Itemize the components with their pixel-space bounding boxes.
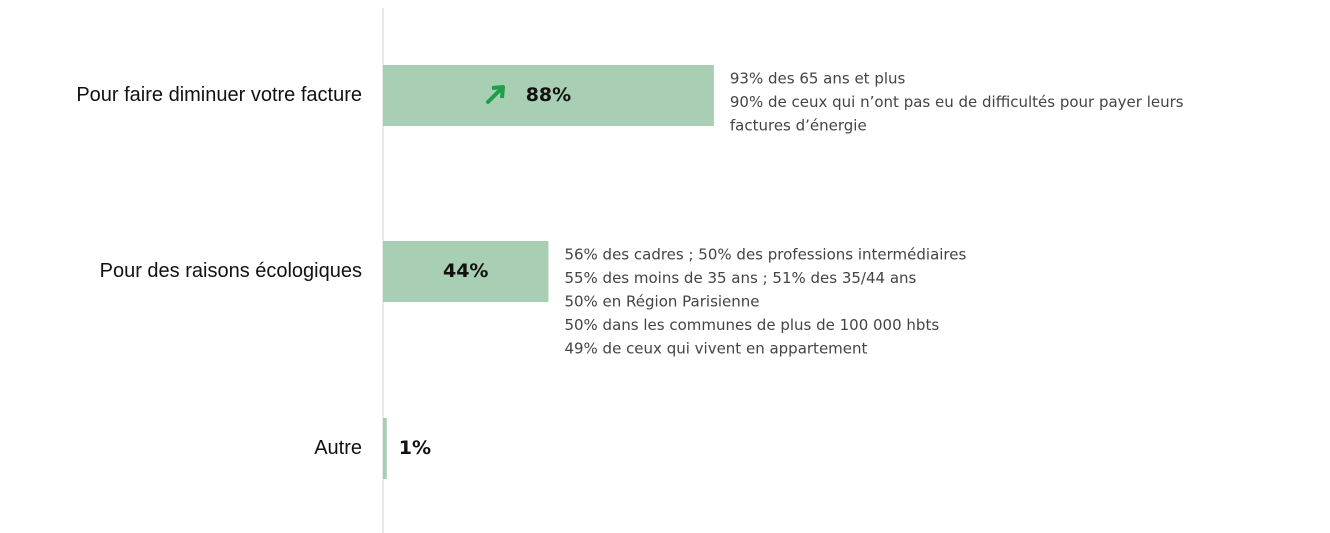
category-label: Pour faire diminuer votre facture xyxy=(76,84,362,106)
bar xyxy=(383,241,549,302)
value-label: 44% xyxy=(443,260,488,282)
bar xyxy=(383,418,387,479)
annotation: 49% de ceux qui vivent en appartement xyxy=(564,340,867,358)
trend-arrow-part xyxy=(486,86,504,104)
annotation: 93% des 65 ans et plus xyxy=(730,70,906,88)
annotation: 55% des moins de 35 ans ; 51% des 35/44 … xyxy=(564,269,916,287)
category-label: Autre xyxy=(314,437,362,459)
value-label: 88% xyxy=(526,84,571,106)
annotation: 50% en Région Parisienne xyxy=(564,293,759,311)
trend-arrow-part xyxy=(491,85,505,99)
value-label: 1% xyxy=(399,437,431,459)
annotation: factures d’énergie xyxy=(730,117,867,135)
annotation: 90% de ceux qui n’ont pas eu de difficul… xyxy=(730,93,1184,111)
bar xyxy=(383,65,714,126)
trend-arrow xyxy=(486,85,505,104)
category-label: Pour des raisons écologiques xyxy=(100,260,362,282)
annotation: 56% des cadres ; 50% des professions int… xyxy=(564,246,966,264)
annotation: 50% dans les communes de plus de 100 000… xyxy=(564,316,939,334)
